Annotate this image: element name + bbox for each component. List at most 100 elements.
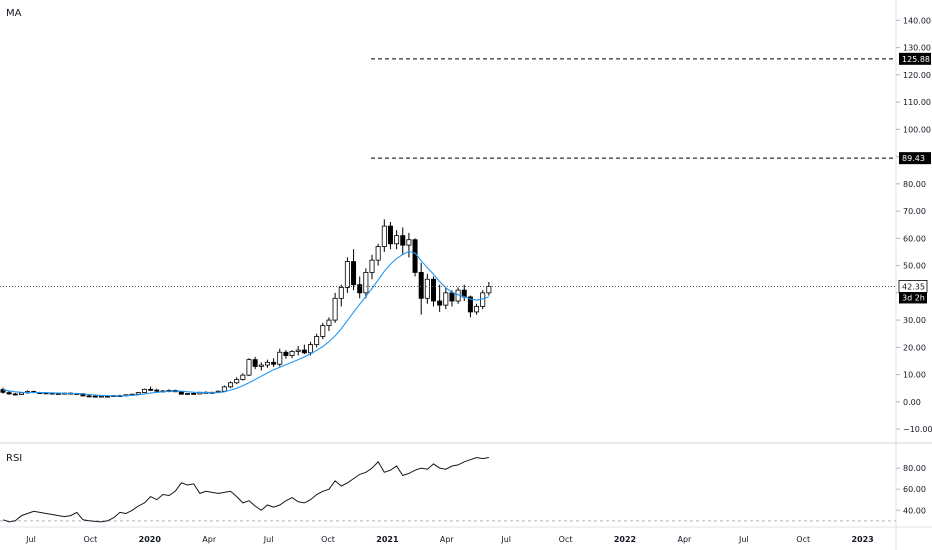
price-axis-label: 50.00: [903, 262, 926, 271]
candlestick-series: [0, 219, 492, 398]
time-axis[interactable]: Jul Oct 2020 Apr Jul Oct 2021 Apr Jul Oct 2022 Apr J…: [25, 535, 874, 544]
candle-body: [92, 395, 98, 398]
candle-body: [277, 351, 283, 365]
level-tag: [899, 52, 931, 65]
price-axis-label: 110.00: [903, 98, 931, 107]
time-axis-label: Oct: [321, 535, 335, 544]
candle-body: [387, 225, 393, 245]
horizontal-levels: 125.88 89.43: [371, 52, 931, 165]
countdown-tag: [899, 292, 927, 304]
candle-body: [424, 278, 430, 299]
candle-body: [314, 336, 320, 346]
candle-body: [394, 235, 400, 245]
time-axis-label: Jul: [263, 535, 274, 544]
candle-body: [86, 395, 92, 398]
candle-body: [369, 259, 375, 273]
time-axis-label: 2023: [851, 535, 873, 544]
rsi-line: [2, 456, 489, 523]
rsi-axis-label: 60.00: [903, 485, 926, 494]
candle-body: [351, 261, 357, 286]
time-axis-label: 2020: [139, 535, 162, 544]
candle-body: [320, 325, 326, 337]
price-axis-label: 70.00: [903, 207, 926, 216]
candle-body: [437, 300, 443, 306]
rsi-axis[interactable]: 40.00 60.00 80.00: [896, 464, 926, 515]
time-axis-label: Jul: [25, 535, 36, 544]
candle-body: [307, 344, 313, 354]
time-axis-label: Apr: [677, 535, 692, 544]
price-axis-label: 0.00: [903, 398, 921, 407]
rsi-pane-title: RSI: [6, 453, 22, 464]
candle-body: [338, 286, 344, 299]
last-price-label: 42.35: [902, 282, 925, 291]
candle-body: [357, 284, 363, 294]
candle-body: [474, 306, 480, 313]
candle-body: [283, 351, 289, 356]
last-price-marker: 42.35 3d 2h: [0, 280, 928, 304]
candle-body: [406, 239, 412, 246]
candle-body: [246, 359, 252, 376]
candle-body: [148, 388, 154, 391]
time-axis-label: Oct: [796, 535, 810, 544]
price-axis-label: 20.00: [903, 343, 926, 352]
time-axis-label: Oct: [559, 535, 573, 544]
candle-body: [412, 239, 418, 273]
candle-body: [467, 296, 473, 313]
candle-body: [375, 246, 381, 261]
time-axis-label: Oct: [83, 535, 97, 544]
time-axis-label: Apr: [202, 535, 217, 544]
time-axis-label: Apr: [440, 535, 455, 544]
time-axis-label: 2022: [614, 535, 636, 544]
candle-body: [12, 393, 18, 396]
price-axis-label: 30.00: [903, 316, 926, 325]
candle-body: [264, 361, 270, 366]
level-tag-label: 89.43: [902, 154, 925, 163]
candle-body: [98, 395, 104, 398]
price-axis[interactable]: −10.000.0010.0020.0030.0040.0050.0060.00…: [896, 16, 932, 434]
price-axis-label: 100.00: [903, 125, 931, 134]
candle-body: [154, 389, 160, 392]
candle-body: [178, 391, 184, 395]
main-pane-title: MA: [6, 8, 22, 19]
level-tag: [899, 152, 931, 165]
time-axis-label: Jul: [738, 535, 749, 544]
candle-body: [443, 292, 449, 306]
candle-body: [381, 225, 387, 247]
candle-body: [430, 278, 436, 302]
countdown-label: 3d 2h: [902, 293, 925, 302]
price-axis-label: −10.00: [903, 425, 932, 434]
candle-body: [0, 389, 6, 393]
candle-body: [332, 297, 338, 321]
price-axis-label: 130.00: [903, 44, 931, 53]
candle-body: [240, 374, 246, 380]
price-axis-label: 60.00: [903, 234, 926, 243]
candle-body: [289, 351, 295, 356]
candle-body: [400, 235, 406, 246]
candle-body: [449, 292, 455, 302]
price-axis-label: 10.00: [903, 371, 926, 380]
level-tag-label: 125.88: [902, 55, 930, 64]
candle-body: [271, 361, 277, 365]
moving-average-line: [2, 250, 490, 397]
candle-body: [326, 319, 332, 326]
candle-body: [18, 392, 24, 395]
rsi-axis-label: 80.00: [903, 464, 926, 473]
candle-body: [418, 272, 424, 299]
candle-body: [141, 388, 147, 393]
candle-body: [486, 286, 492, 294]
candle-body: [191, 393, 197, 395]
time-axis-label: 2021: [376, 535, 399, 544]
candle-body: [6, 392, 12, 395]
candle-body: [301, 349, 307, 354]
candle-body: [228, 382, 234, 388]
candle-body: [258, 364, 264, 367]
candle-body: [184, 393, 190, 395]
rsi-axis-label: 40.00: [903, 506, 926, 515]
candle-body: [252, 359, 258, 367]
candle-body: [221, 386, 227, 392]
price-axis-label: 140.00: [903, 16, 931, 25]
candle-body: [295, 349, 301, 352]
candle-body: [135, 392, 141, 395]
